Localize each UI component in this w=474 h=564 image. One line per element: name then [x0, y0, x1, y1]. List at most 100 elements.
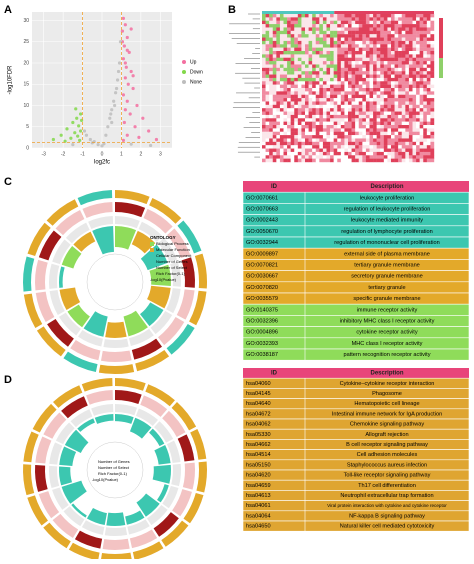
heatmap-cell — [369, 114, 374, 119]
table-cell: GO:0032944 — [246, 240, 278, 246]
heatmap-cell — [308, 128, 313, 132]
heatmap-cell — [373, 158, 377, 163]
heatmap-cell — [373, 20, 377, 25]
heatmap-cell — [265, 27, 270, 32]
heatmap-cell — [294, 27, 299, 32]
heatmap-cell — [416, 88, 420, 92]
heatmap-cell — [337, 81, 342, 85]
table-cell: hsa04640 — [246, 401, 271, 407]
heatmap-cell — [365, 94, 370, 99]
heatmap-cell — [322, 118, 327, 122]
heatmap-cell — [290, 81, 295, 85]
point — [141, 116, 145, 120]
heatmap-cell — [279, 118, 284, 122]
heatmap-cell — [297, 71, 302, 75]
heatmap-cell — [376, 64, 381, 69]
point — [133, 125, 137, 129]
heatmap-cell — [344, 145, 349, 149]
heatmap-cell — [322, 34, 327, 38]
circle-segment — [158, 237, 178, 263]
circle-segment — [103, 338, 129, 348]
circle-segment — [49, 289, 65, 315]
heatmap-cell — [279, 108, 284, 112]
heatmap-cell — [337, 111, 342, 116]
heatmap-cell — [358, 47, 363, 52]
heatmap-cell — [412, 148, 417, 153]
heatmap-cell — [373, 81, 377, 85]
heatmap-cell — [355, 64, 359, 69]
table-cell: secretory granule membrane — [351, 274, 423, 280]
circle-segment — [177, 434, 195, 462]
heatmap-cell — [340, 111, 345, 116]
heatmap-cell — [391, 104, 395, 109]
heatmap-cell — [287, 57, 291, 62]
heatmap-cell — [355, 138, 359, 143]
heatmap-cell — [380, 98, 385, 102]
heatmap-cell — [305, 71, 309, 75]
heatmap-cell — [401, 148, 406, 153]
heatmap-cell — [305, 111, 309, 116]
heatmap-cell — [423, 128, 428, 132]
heatmap-cell — [405, 67, 410, 72]
heatmap-cell — [283, 98, 288, 102]
heatmap-cell — [290, 108, 295, 112]
heatmap-cell — [412, 155, 417, 159]
heatmap-cell — [283, 24, 288, 28]
heatmap-cell — [337, 17, 342, 21]
heatmap-cell — [269, 128, 273, 132]
circle-segment — [183, 492, 204, 524]
heatmap-cell — [312, 88, 316, 92]
heatmap-cell — [348, 121, 352, 126]
heatmap-cell — [322, 24, 327, 28]
heatmap-cell — [283, 17, 288, 21]
heatmap-cell — [376, 34, 381, 38]
heatmap-cell — [351, 77, 356, 82]
heatmap-cell — [269, 158, 273, 163]
circle-segment — [59, 466, 72, 486]
heatmap-cell — [312, 34, 316, 38]
heatmap-cell — [333, 27, 338, 32]
heatmap-cell — [373, 61, 377, 65]
heatmap-cell — [333, 20, 338, 25]
heatmap-cell — [262, 101, 266, 106]
heatmap-cell — [423, 111, 428, 116]
heatmap-cell — [394, 114, 399, 119]
heatmap-cell — [394, 67, 399, 72]
heatmap-cell — [355, 51, 359, 55]
heatmap-cell — [348, 125, 352, 129]
heatmap-cell — [322, 47, 327, 52]
heatmap-cell — [265, 155, 270, 159]
heatmap-cell — [398, 118, 402, 122]
table-cell: hsa04060 — [246, 381, 271, 387]
heatmap-cell — [373, 74, 377, 79]
heatmap-cell — [383, 30, 388, 35]
heatmap-cell — [426, 34, 431, 38]
heatmap-cell — [330, 67, 334, 72]
heatmap-cell — [355, 135, 359, 139]
heatmap-cell — [383, 57, 388, 62]
heatmap-cell — [283, 27, 288, 32]
heatmap-cell — [408, 114, 413, 119]
heatmap-cell — [308, 148, 313, 153]
heatmap-cell — [358, 141, 363, 146]
point — [51, 137, 55, 142]
heatmap-cell — [312, 54, 316, 58]
heatmap-cell — [412, 74, 417, 79]
heatmap-cell — [416, 158, 420, 163]
heatmap-cell — [373, 71, 377, 75]
heatmap-cell — [391, 51, 395, 55]
heatmap-cell — [262, 64, 266, 69]
heatmap-cell — [305, 108, 309, 112]
heatmap-cell — [423, 138, 428, 143]
heatmap-cell — [305, 138, 309, 143]
heatmap-cell — [401, 47, 406, 52]
heatmap-cell — [269, 98, 273, 102]
heatmap-cell — [301, 141, 306, 146]
table-cell: hsa04514 — [246, 452, 271, 458]
heatmap-cell — [330, 24, 334, 28]
heatmap-cell — [312, 148, 316, 153]
heatmap-cell — [416, 51, 420, 55]
heatmap-cell — [322, 121, 327, 126]
heatmap-cell — [419, 101, 424, 106]
heatmap-cell — [430, 20, 435, 25]
